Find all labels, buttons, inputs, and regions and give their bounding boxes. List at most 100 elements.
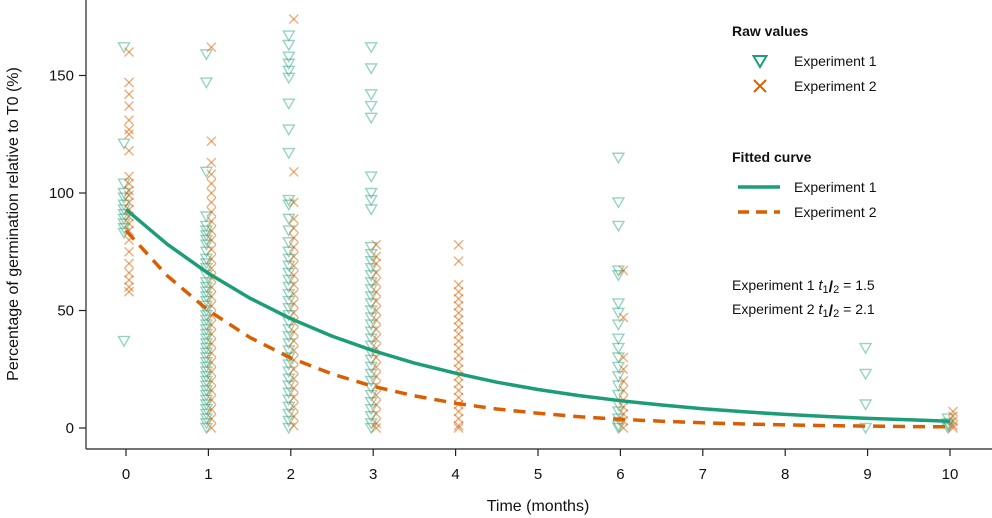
point-experiment1: [611, 298, 626, 310]
point-experiment2: [288, 14, 299, 25]
point-experiment2: [371, 258, 382, 269]
point-experiment1: [199, 357, 214, 369]
point-experiment1: [199, 352, 214, 364]
point-experiment2: [288, 336, 299, 347]
y-tick-label: 50: [57, 303, 74, 320]
point-experiment2: [124, 258, 134, 269]
point-experiment2: [288, 197, 299, 208]
point-experiment1: [282, 237, 296, 249]
point-experiment2: [288, 392, 299, 403]
point-experiment2: [206, 216, 217, 227]
point-experiment1: [611, 152, 626, 165]
x-tick-label: 8: [781, 466, 789, 483]
point-experiment2: [206, 197, 217, 208]
point-experiment1: [117, 335, 131, 348]
point-experiment1: [364, 171, 378, 183]
point-experiment1: [282, 246, 296, 259]
point-experiment1: [199, 220, 214, 233]
y-axis-label: Percentage of germination relative to T0…: [5, 67, 22, 381]
point-experiment2: [124, 101, 134, 112]
legend: Raw values Experiment 1 Experiment 2 Fit…: [732, 23, 877, 220]
point-experiment1: [199, 366, 214, 378]
fitted-curve-experiment1: [124, 208, 951, 423]
point-experiment1: [611, 422, 626, 435]
point-experiment2: [453, 239, 464, 250]
annotation-experiment2-halflife: Experiment 2 t1/2 = 2.1: [732, 301, 875, 320]
point-experiment2: [618, 408, 629, 419]
point-experiment1: [199, 295, 214, 308]
x-tick-label: 2: [287, 466, 295, 483]
point-experiment2: [206, 319, 217, 330]
point-experiment1: [858, 342, 873, 355]
point-experiment1: [199, 324, 214, 336]
x-tick-label: 6: [616, 466, 624, 483]
point-experiment2: [453, 256, 464, 267]
point-experiment2: [288, 373, 299, 384]
point-experiment2: [618, 401, 629, 412]
point-experiment2: [371, 423, 382, 433]
point-experiment2: [288, 411, 299, 422]
point-experiment1: [364, 418, 378, 430]
point-experiment1: [611, 265, 626, 277]
axes: [85, 0, 992, 450]
point-experiment2: [288, 289, 299, 300]
point-experiment2: [288, 345, 299, 356]
point-experiment2: [453, 423, 464, 433]
point-experiment1: [364, 305, 378, 317]
point-experiment2: [371, 333, 382, 344]
point-experiment1: [199, 291, 214, 303]
point-experiment1: [199, 361, 214, 374]
point-experiment1: [117, 42, 131, 54]
point-experiment2: [206, 235, 217, 245]
point-experiment1: [364, 389, 378, 402]
point-experiment2: [124, 282, 134, 292]
point-experiment2: [371, 267, 382, 278]
point-experiment2: [288, 223, 299, 234]
y-ticks: 0 50 100 150: [49, 68, 86, 437]
point-experiment1: [117, 218, 131, 230]
legend-marker-triangle-icon: [751, 55, 769, 69]
point-experiment2: [206, 169, 217, 180]
point-experiment2: [124, 190, 134, 201]
fitted-curve-experiment2: [124, 229, 951, 429]
point-experiment2: [453, 300, 464, 311]
point-experiment1: [199, 239, 214, 252]
point-experiment1: [364, 319, 378, 331]
point-experiment2: [371, 239, 382, 250]
annotation-experiment1-halflife: Experiment 1 t1/2 = 1.5: [732, 277, 875, 296]
point-experiment1: [199, 328, 214, 341]
point-experiment1: [364, 89, 378, 101]
x-tick-label: 4: [451, 466, 459, 483]
point-experiment1: [611, 380, 626, 393]
point-experiment2: [206, 376, 217, 386]
point-experiment2: [948, 406, 958, 417]
point-experiment1: [282, 359, 296, 371]
point-experiment1: [199, 77, 214, 89]
point-experiment2: [371, 277, 382, 288]
point-experiment1: [611, 389, 626, 402]
point-experiment1: [199, 338, 214, 350]
point-experiment1: [282, 30, 296, 42]
point-experiment1: [858, 368, 873, 381]
point-experiment2: [206, 394, 217, 405]
point-experiment1: [199, 314, 214, 327]
point-experiment2: [618, 376, 629, 386]
point-experiment1: [282, 274, 296, 287]
point-experiment2: [206, 263, 217, 274]
x-tick-label: 3: [369, 466, 377, 483]
point-experiment2: [453, 343, 464, 354]
point-experiment1: [199, 333, 214, 346]
point-experiment2: [124, 225, 134, 236]
point-experiment2: [124, 286, 134, 297]
point-experiment1: [364, 187, 378, 200]
x-tick-label: 5: [534, 466, 542, 483]
point-experiment1: [611, 220, 626, 233]
point-experiment2: [453, 307, 464, 318]
point-experiment1: [282, 58, 296, 71]
point-experiment2: [124, 171, 134, 182]
point-experiment1: [611, 319, 626, 331]
point-experiment1: [282, 288, 296, 301]
point-experiment2: [124, 77, 134, 88]
point-experiment2: [206, 291, 217, 302]
